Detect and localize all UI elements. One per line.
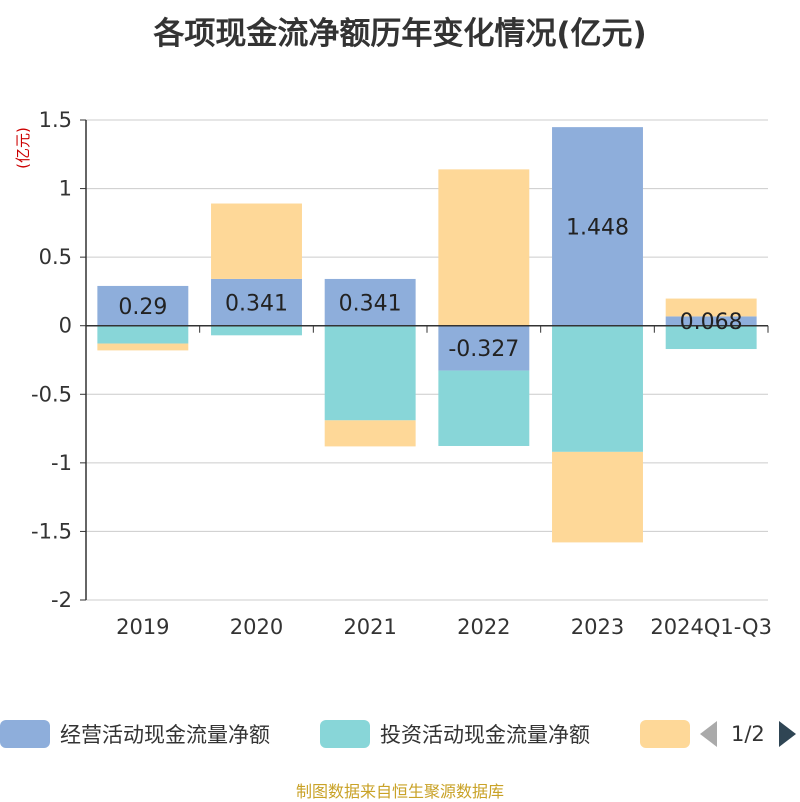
bar-operating-2022: [438, 325, 530, 371]
legend-label-operating: 经营活动现金流量净额: [60, 723, 270, 747]
legend-page-indicator: 1/2: [731, 722, 765, 746]
x-tick-label: 2022: [457, 615, 510, 639]
y-tick-label: 0: [59, 314, 72, 338]
bar-investing-2024Q1-Q3: [665, 325, 757, 350]
bar-operating-2023: [552, 127, 643, 326]
legend-item-operating[interactable]: 经营活动现金流量净额: [0, 716, 270, 752]
y-tick-label: -1: [51, 451, 72, 475]
bar-third-2022: [438, 169, 530, 326]
x-tick-label: 2024Q1-Q3: [650, 615, 772, 639]
bar-third-2020: [211, 203, 302, 279]
legend-pager: 1/2: [700, 716, 796, 752]
bar-investing-2019: [97, 325, 189, 344]
bar-operating-2020: [211, 278, 302, 326]
bar-investing-2022: [438, 370, 530, 446]
bar-operating-2024Q1-Q3: [665, 316, 757, 326]
y-tick-label: -0.5: [31, 382, 72, 406]
legend-swatch-third: [640, 720, 690, 748]
chevron-left-icon[interactable]: [700, 721, 717, 747]
bar-investing-2021: [324, 325, 416, 421]
bar-operating-2021: [324, 278, 416, 326]
bar-third-2023: [552, 451, 643, 543]
chart-title: 各项现金流净额历年变化情况(亿元): [153, 16, 647, 52]
data-label: 0.341: [225, 291, 288, 316]
bar-operating-2019: [97, 285, 189, 326]
y-tick-label: 0.5: [39, 245, 72, 269]
legend-swatch-investing: [320, 720, 370, 748]
data-label: -0.327: [448, 337, 519, 362]
bar-third-2024Q1-Q3: [665, 298, 757, 317]
y-tick-label: -1.5: [31, 519, 72, 543]
data-label: 0.341: [339, 291, 402, 316]
x-tick-label: 2021: [343, 615, 396, 639]
x-tick-label: 2020: [230, 615, 283, 639]
y-tick-label: 1.5: [39, 108, 72, 132]
data-source-note: 制图数据来自恒生聚源数据库: [295, 782, 504, 801]
legend: 经营活动现金流量净额 投资活动现金流量净额: [0, 716, 800, 752]
data-label: 0.068: [680, 310, 743, 335]
bar-third-2019: [97, 343, 189, 351]
legend-label-investing: 投资活动现金流量净额: [380, 723, 590, 747]
legend-item-third[interactable]: [640, 716, 690, 752]
x-tick-label: 2023: [571, 615, 624, 639]
legend-swatch-operating: [0, 720, 50, 748]
y-tick-label: -2: [51, 588, 72, 612]
legend-item-investing[interactable]: 投资活动现金流量净额: [320, 716, 590, 752]
y-unit-label: (亿元): [14, 127, 32, 169]
bar-third-2021: [324, 420, 416, 447]
x-tick-label: 2019: [116, 615, 169, 639]
data-label: 1.448: [566, 215, 629, 240]
bar-investing-2023: [552, 325, 643, 452]
data-label: 0.29: [118, 295, 167, 320]
chevron-right-icon[interactable]: [778, 721, 796, 747]
y-tick-label: 1: [59, 177, 72, 201]
bar-investing-2020: [211, 325, 302, 336]
